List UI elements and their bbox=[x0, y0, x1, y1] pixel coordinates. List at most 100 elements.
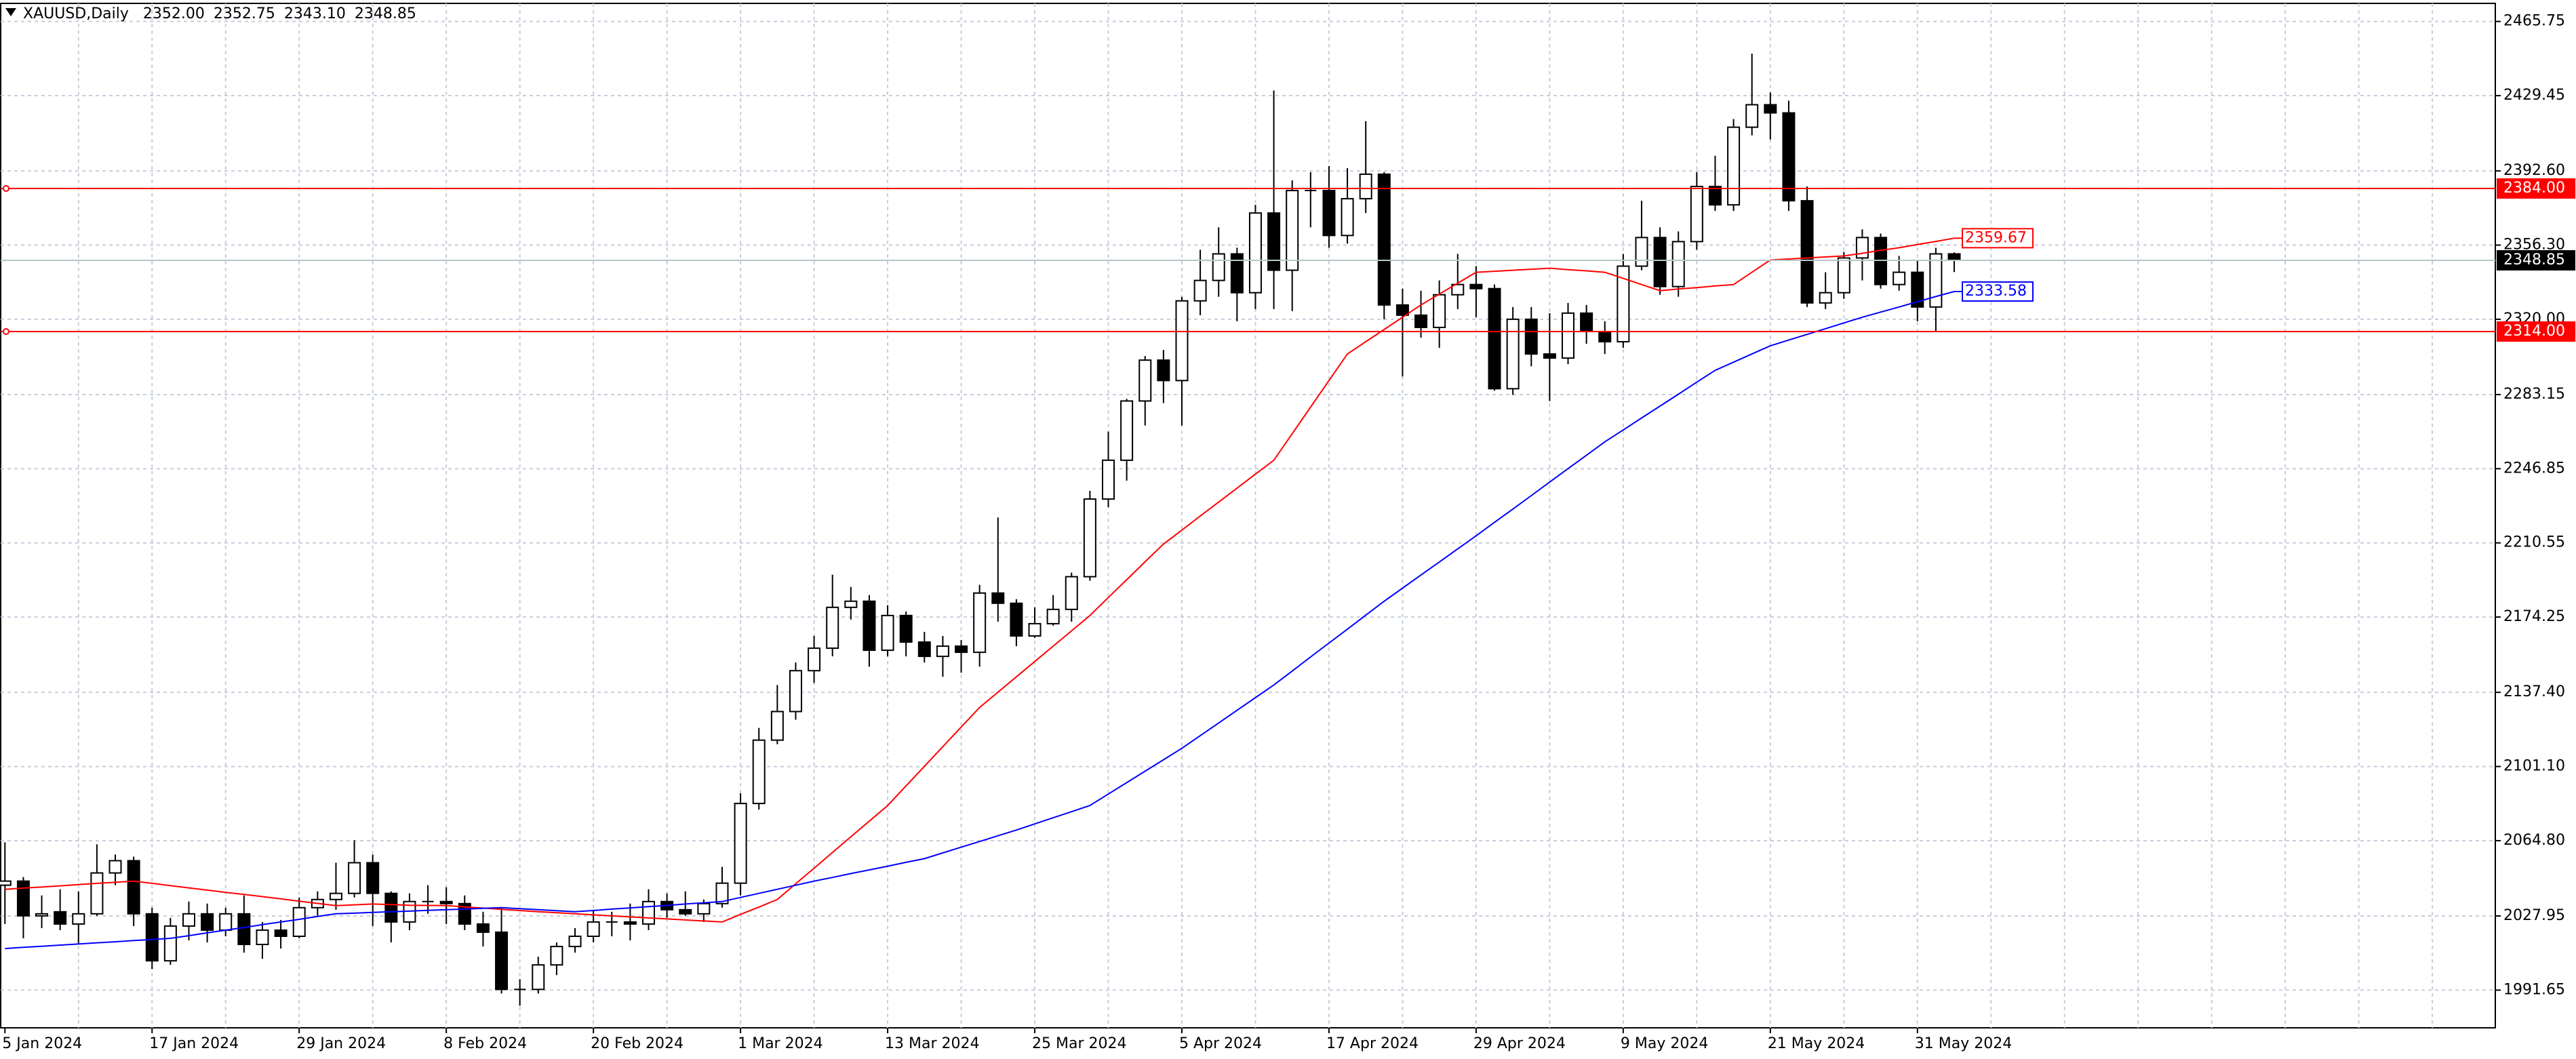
x-tick-label: 9 May 2024 bbox=[1621, 1035, 1708, 1052]
candle-body bbox=[623, 921, 637, 925]
candle-body bbox=[1911, 271, 1924, 308]
candle-body bbox=[1690, 186, 1703, 243]
ma-label: 2333.58 bbox=[1965, 283, 2027, 300]
candle-body bbox=[256, 929, 269, 946]
candle-body bbox=[955, 645, 968, 654]
y-tick-label: 2465.75 bbox=[2503, 13, 2565, 30]
candle-body bbox=[1395, 304, 1409, 316]
header-close: 2348.85 bbox=[355, 5, 416, 22]
candle-body bbox=[1212, 253, 1225, 281]
x-tick-label: 13 Mar 2024 bbox=[885, 1035, 979, 1052]
candle-body bbox=[1874, 237, 1888, 285]
moving-average bbox=[5, 291, 1955, 950]
candle-body bbox=[476, 923, 490, 933]
ma-label: 2359.67 bbox=[1965, 229, 2027, 246]
header-low: 2343.10 bbox=[284, 5, 346, 22]
candle-body bbox=[495, 931, 509, 991]
candle-body bbox=[1010, 602, 1023, 637]
candle-body bbox=[1635, 237, 1648, 267]
y-tick-label: 2210.55 bbox=[2503, 534, 2565, 551]
x-tick-label: 31 May 2024 bbox=[1915, 1035, 2012, 1052]
candle-body bbox=[789, 670, 802, 713]
candle-body bbox=[917, 641, 931, 658]
last-price-label: 2348.85 bbox=[2503, 252, 2565, 268]
candle-body bbox=[90, 872, 104, 915]
x-tick-label: 20 Feb 2024 bbox=[591, 1035, 683, 1052]
candle-body bbox=[35, 913, 49, 917]
candle-body bbox=[292, 906, 306, 937]
candle-body bbox=[1929, 253, 1943, 308]
candle-body bbox=[991, 592, 1005, 604]
candle-body bbox=[826, 606, 839, 650]
candle-body bbox=[697, 902, 711, 915]
candle-body bbox=[127, 860, 140, 915]
candle-body bbox=[936, 645, 949, 658]
candle-body bbox=[881, 614, 894, 652]
candle-body bbox=[54, 911, 67, 925]
candle-body bbox=[1524, 318, 1538, 355]
candle-body bbox=[642, 900, 655, 925]
level-anchor bbox=[3, 185, 9, 193]
moving-average bbox=[5, 237, 1955, 923]
candle-body bbox=[1764, 104, 1777, 114]
candle-body bbox=[1451, 283, 1465, 296]
candle-body bbox=[1138, 359, 1152, 402]
candle-body bbox=[329, 892, 342, 900]
candle-body bbox=[1414, 314, 1428, 328]
symbol-title: XAUUSD,Daily bbox=[23, 5, 129, 22]
x-tick-label: 29 Apr 2024 bbox=[1473, 1035, 1566, 1052]
candle-body bbox=[16, 880, 30, 917]
candle-body bbox=[1782, 112, 1796, 202]
candle-body bbox=[1102, 459, 1115, 500]
candle-body bbox=[237, 913, 251, 946]
candle-body bbox=[1286, 190, 1299, 271]
candle-body bbox=[1341, 198, 1354, 237]
candle-body bbox=[219, 913, 233, 931]
y-tick-label: 2101.10 bbox=[2503, 758, 2565, 775]
level-anchor bbox=[3, 327, 9, 335]
candle-body bbox=[1488, 287, 1501, 390]
header-high: 2352.75 bbox=[214, 5, 275, 22]
candle-body bbox=[715, 882, 729, 904]
level-label-box bbox=[2497, 321, 2575, 342]
candle-body bbox=[863, 600, 876, 652]
candle-body bbox=[1322, 190, 1336, 237]
candle-body bbox=[1543, 353, 1556, 359]
candle-body bbox=[1671, 241, 1685, 287]
candle-body bbox=[1230, 253, 1244, 294]
candle-body bbox=[439, 900, 453, 904]
candle-body bbox=[1580, 312, 1593, 332]
y-tick-label: 2027.95 bbox=[2503, 907, 2565, 924]
candle-body bbox=[1837, 257, 1850, 294]
ma-label-box bbox=[1962, 281, 2034, 302]
plot-frame bbox=[0, 3, 2496, 1028]
candle-body bbox=[1248, 212, 1262, 294]
candle-body bbox=[1598, 330, 1612, 343]
last-price-box bbox=[2497, 249, 2575, 271]
candle-body bbox=[973, 592, 987, 654]
y-tick-label: 2429.45 bbox=[2503, 87, 2565, 104]
candle-body bbox=[1562, 312, 1574, 359]
candle-body bbox=[1727, 126, 1741, 206]
candle-body bbox=[752, 739, 766, 805]
candle-body bbox=[1617, 265, 1630, 343]
y-tick-label: 2246.85 bbox=[2503, 460, 2565, 477]
x-tick-label: 5 Jan 2024 bbox=[2, 1035, 82, 1052]
candle-body bbox=[1157, 359, 1170, 382]
candle-body bbox=[770, 711, 784, 741]
candle-body bbox=[182, 913, 195, 927]
candle-body bbox=[1893, 271, 1906, 285]
y-tick-label: 2174.25 bbox=[2503, 608, 2565, 625]
candle-body bbox=[1120, 400, 1134, 461]
x-tick-label: 25 Mar 2024 bbox=[1032, 1035, 1126, 1052]
candle-body bbox=[1267, 212, 1281, 271]
y-tick-label: 2137.40 bbox=[2503, 683, 2565, 700]
candle-body bbox=[1433, 294, 1446, 328]
candle-body bbox=[734, 803, 747, 884]
y-tick-label: 2392.60 bbox=[2503, 162, 2565, 179]
level-label: 2384.00 bbox=[2503, 180, 2565, 197]
y-tick-label: 1991.65 bbox=[2503, 981, 2565, 998]
candle-body bbox=[1506, 318, 1520, 390]
x-tick-label: 5 Apr 2024 bbox=[1179, 1035, 1262, 1052]
